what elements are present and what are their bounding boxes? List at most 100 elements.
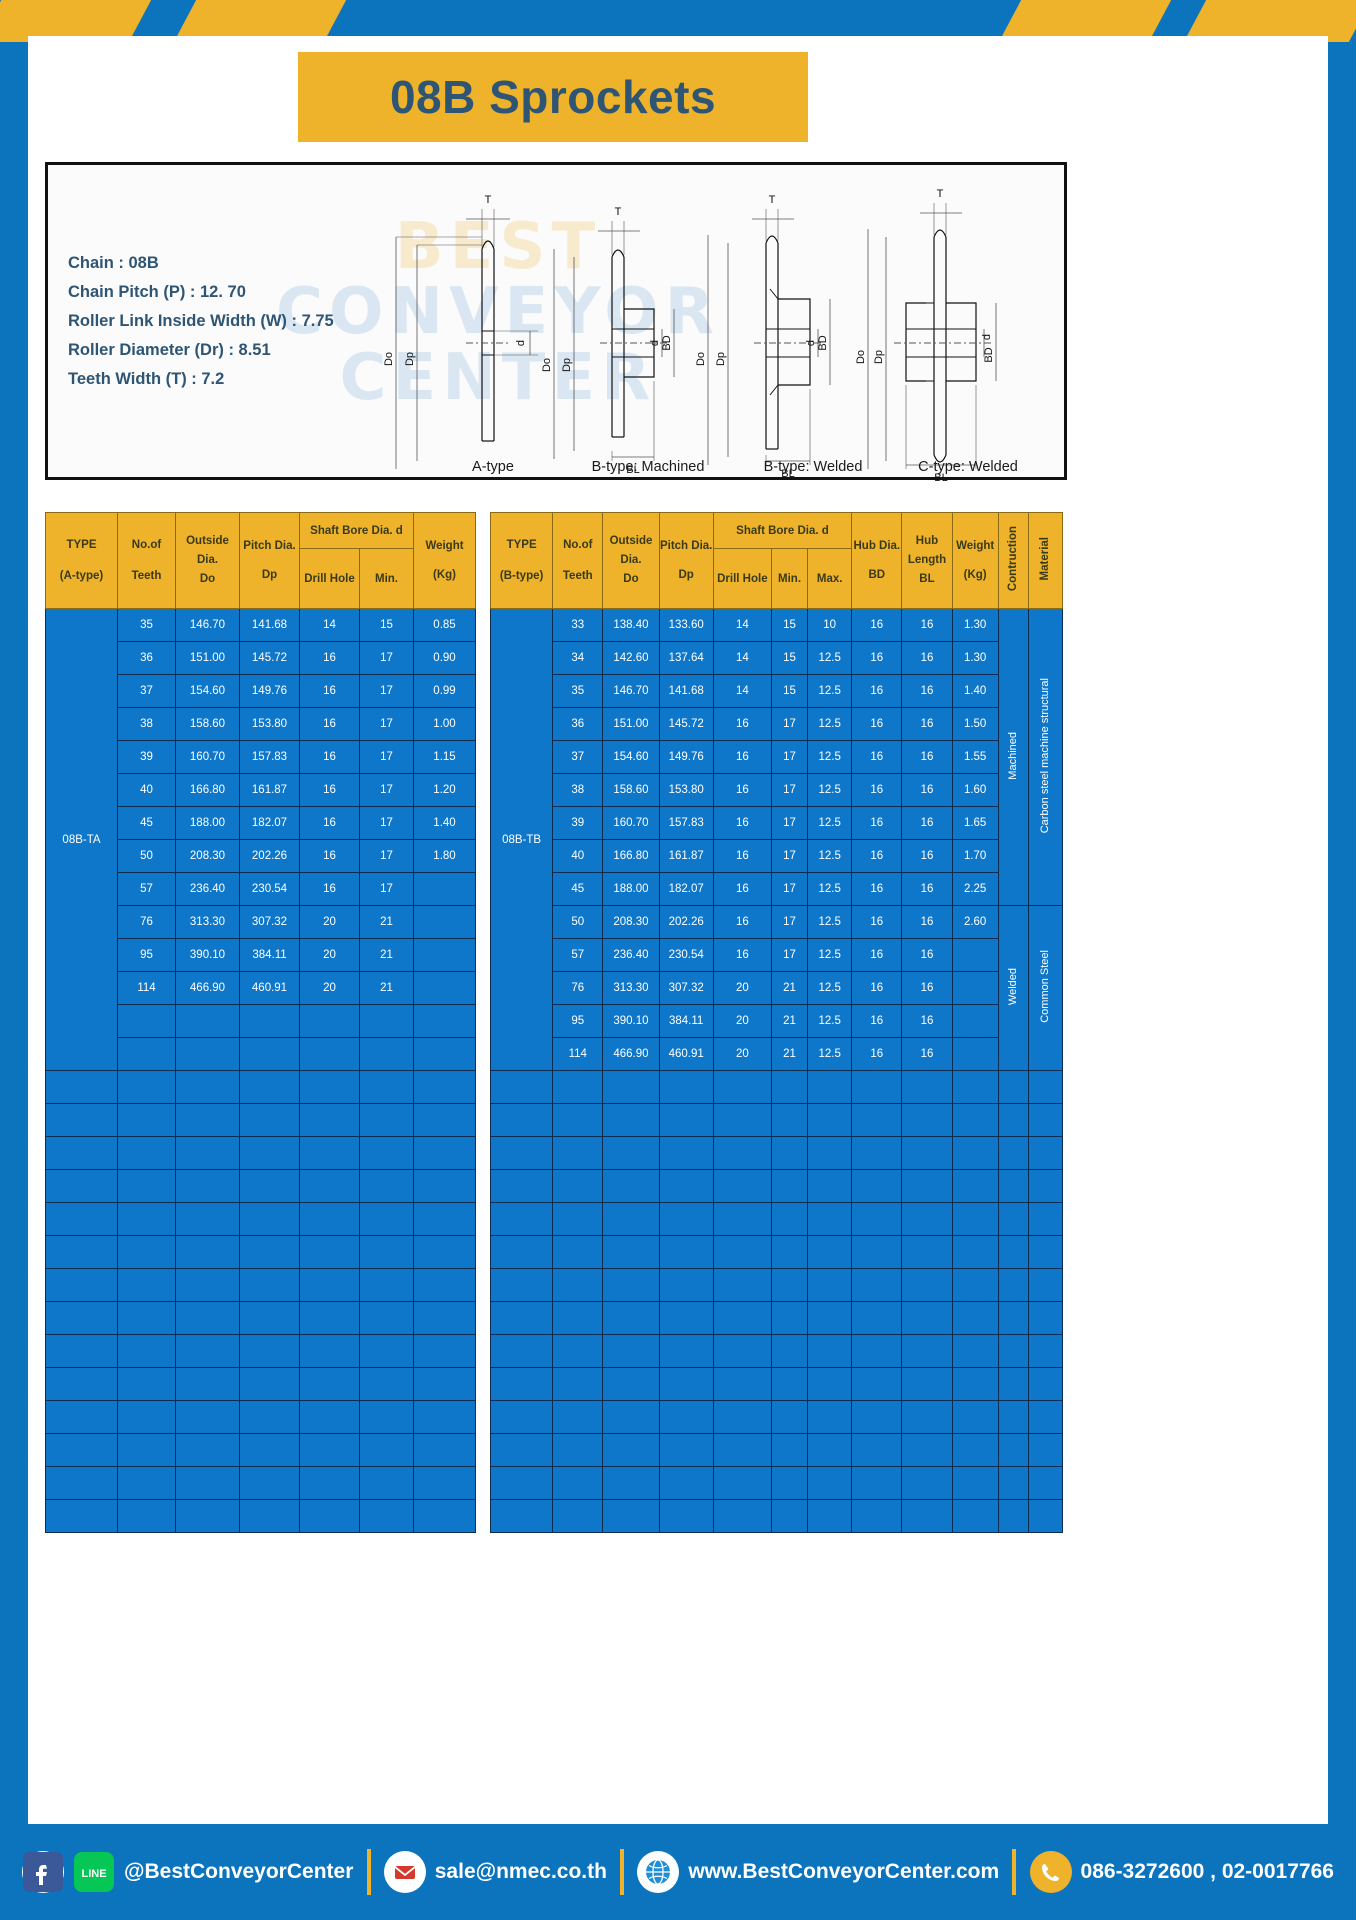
cell-empty [712,1235,772,1269]
footer-phone[interactable]: 086-3272600 , 02-0017766 [1029,1851,1334,1893]
table-row: 45 188.00 182.07 16 17 1.40 [46,806,476,840]
svg-text:d: d [805,340,817,346]
cell-empty [239,1136,300,1170]
cell-empty [489,1466,554,1500]
cell-hub-dia: 16 [851,608,903,642]
cell-min: 21 [770,1004,809,1038]
cell-min: 17 [359,740,414,774]
cell-empty [951,1070,999,1104]
cell-empty [851,1433,903,1467]
cell-empty [359,1367,414,1401]
caption-b-welded: B-type: Welded [763,459,863,475]
cell-weight [951,1037,999,1071]
cell-teeth: 40 [117,773,176,807]
cell-empty [851,1070,903,1104]
cell-empty [712,1136,772,1170]
cell-empty [117,1202,176,1236]
footer-phone-number[interactable]: 086-3272600 , 02-0017766 [1080,1860,1334,1883]
cell-empty [951,1367,999,1401]
footer-email-address[interactable]: sale@nmec.co.th [434,1860,607,1883]
cell-empty [951,1136,999,1170]
cell-empty [851,1334,903,1368]
cell-teeth: 95 [117,938,176,972]
cell-empty [712,1301,772,1335]
footer-website-url[interactable]: www.BestConveyorCenter.com [688,1860,1000,1883]
cell-empty [489,1268,554,1302]
cell-teeth: 50 [117,839,176,873]
table-row: 45 188.00 182.07 16 17 12.5 16 16 2.25 [491,872,1063,906]
footer-facebook[interactable]: LINE @BestConveyorCenter [22,1851,353,1893]
cell-drill-hole [299,1037,360,1071]
facebook-icon[interactable] [22,1851,64,1893]
svg-text:BD: BD [817,335,829,350]
th-b-pitch-dia: Pitch Dia. Dp [658,512,714,609]
cell-outside-dia: 146.70 [175,608,240,642]
footer-facebook-handle[interactable]: @BestConveyorCenter [124,1860,354,1883]
th-b-teeth-label: No.of [563,538,593,551]
email-icon[interactable] [383,1851,426,1893]
cell-empty [807,1367,853,1401]
cell-hub-length: 16 [901,872,953,906]
cell-drill-hole: 20 [712,1004,772,1038]
cell-empty [489,1235,554,1269]
cell-empty [712,1466,772,1500]
cell-empty [413,1433,476,1467]
footer-email[interactable]: sale@nmec.co.th [383,1851,607,1893]
cell-pitch-dia: 153.80 [239,707,300,741]
th-b-pitch-2: Dp [678,568,694,581]
cell-min: 21 [770,1037,809,1071]
cell-min [359,1037,414,1071]
cell-empty [175,1499,240,1533]
cell-empty [117,1169,176,1203]
table-row: 40 166.80 161.87 16 17 1.20 [46,773,476,807]
cell-teeth [117,1037,176,1071]
cell-empty [1027,1202,1064,1236]
cell-min: 15 [770,608,809,642]
cell-empty [951,1499,999,1533]
page-title-text: 08B Sprockets [389,71,717,123]
cell-empty [997,1169,1029,1203]
cell-pitch-dia: 182.07 [658,872,714,906]
table-row-empty [489,1334,1064,1368]
cell-empty [951,1268,999,1302]
cell-empty [239,1400,300,1434]
cell-empty [175,1136,240,1170]
table-row-empty [489,1433,1064,1467]
cell-outside-dia: 313.30 [175,905,240,939]
cell-empty [299,1235,360,1269]
cell-empty [45,1301,118,1335]
cell-empty [658,1103,714,1137]
spec-chain: Chain : 08B [68,254,159,272]
spec-teeth-width: Teeth Width (T) : 7.2 [68,369,225,388]
th-b-construction-label: Contruction [1007,526,1020,592]
cell-pitch-dia: 157.83 [239,740,300,774]
cell-weight: 1.80 [413,839,476,873]
cell-empty [45,1070,118,1104]
th-b-material-label: Material [1039,537,1052,581]
cell-teeth [117,1004,176,1038]
cell-empty [413,1400,476,1434]
cell-min: 17 [359,674,414,708]
table-row-empty [489,1499,1064,1533]
globe-icon[interactable] [637,1851,680,1893]
cell-empty [175,1202,240,1236]
cell-teeth: 39 [117,740,176,774]
cell-drill-hole: 16 [712,938,772,972]
cell-teeth: 37 [117,674,176,708]
cell-outside-dia: 208.30 [175,839,240,873]
spec-roller-diameter: Roller Diameter (Dr) : 8.51 [68,340,271,359]
cell-min: 17 [770,707,809,741]
svg-text:Do: Do [383,352,395,366]
cell-empty [997,1070,1029,1104]
phone-icon[interactable] [1029,1851,1072,1893]
cell-empty [299,1103,360,1137]
cell-outside-dia: 154.60 [602,740,660,774]
cell-pitch-dia: 149.76 [658,740,714,774]
cell-empty [807,1103,853,1137]
cell-empty [413,1169,476,1203]
cell-empty [175,1268,240,1302]
line-icon[interactable]: LINE [73,1851,115,1893]
cell-max: 12.5 [807,905,853,939]
cell-empty [602,1169,660,1203]
footer-website[interactable]: www.BestConveyorCenter.com [637,1851,999,1893]
